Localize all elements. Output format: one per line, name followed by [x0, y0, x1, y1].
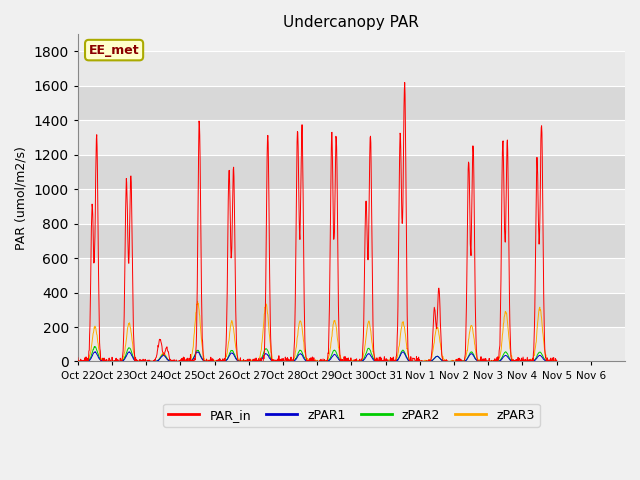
- Title: Undercanopy PAR: Undercanopy PAR: [284, 15, 419, 30]
- Bar: [78, 189, 625, 224]
- Bar: [78, 292, 625, 327]
- Bar: [78, 120, 625, 155]
- Bar: [78, 327, 625, 361]
- Bar: [78, 258, 625, 292]
- Bar: [78, 85, 625, 120]
- Legend: PAR_in, zPAR1, zPAR2, zPAR3: PAR_in, zPAR1, zPAR2, zPAR3: [163, 404, 540, 427]
- Y-axis label: PAR (umol/m2/s): PAR (umol/m2/s): [15, 146, 28, 250]
- Text: EE_met: EE_met: [89, 44, 140, 57]
- Bar: [78, 155, 625, 189]
- Bar: [78, 224, 625, 258]
- Bar: [78, 51, 625, 85]
